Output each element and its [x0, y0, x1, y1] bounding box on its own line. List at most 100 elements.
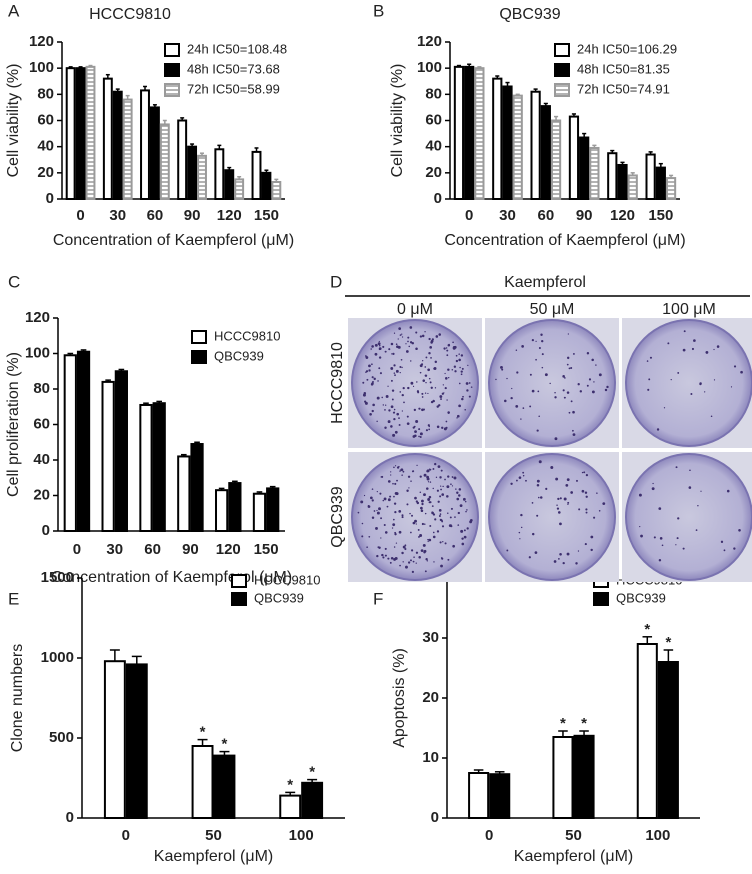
culture-dish — [488, 319, 616, 447]
colony-dot — [439, 495, 442, 498]
colony-dot — [557, 497, 560, 501]
bar — [159, 123, 170, 200]
colony-dot — [396, 345, 399, 349]
colony-dot — [453, 365, 457, 368]
legend-label: 24h IC50=108.48 — [187, 41, 287, 56]
legend-label: QBC939 — [254, 590, 304, 605]
colony-dot — [389, 495, 392, 498]
colony-dot — [424, 374, 428, 377]
bar — [149, 106, 160, 200]
y-tick-label: 0 — [42, 522, 50, 539]
significance-mark: * — [665, 634, 671, 651]
colony-dot — [455, 354, 458, 357]
x-tick-label: 60 — [144, 541, 161, 558]
colony-dot — [399, 391, 402, 393]
colony-dot — [585, 474, 589, 477]
colony-dot — [733, 547, 736, 550]
colony-dot — [451, 369, 454, 371]
colony-dot — [419, 534, 423, 538]
colony-dot — [581, 471, 584, 474]
colony-dot — [401, 366, 403, 369]
bar — [657, 661, 679, 819]
colony-dot — [447, 512, 449, 514]
colony-dot — [395, 492, 399, 496]
colony-dot — [388, 409, 391, 412]
colony-dot — [537, 390, 540, 393]
colony-dot — [436, 489, 439, 492]
colony-dot — [416, 390, 420, 393]
colony-dot — [726, 489, 730, 493]
colony-dot — [460, 370, 463, 373]
colony-dot — [382, 556, 385, 559]
colony-dot — [518, 531, 521, 534]
colony-dot — [398, 423, 401, 426]
colony-dot — [466, 389, 469, 392]
colony-dot — [441, 520, 444, 523]
colony-dot — [371, 499, 374, 502]
colony-dot — [376, 490, 378, 493]
x-tick-label: 50 — [565, 827, 582, 844]
colony-dot — [444, 372, 446, 375]
bar — [301, 781, 324, 819]
colony-dot — [428, 468, 431, 470]
colony-dot — [565, 483, 569, 487]
colony-dot — [371, 516, 375, 520]
colony-dot — [515, 349, 518, 351]
colony-dot — [591, 390, 595, 394]
colony-dot — [390, 425, 393, 428]
colony-dot — [364, 401, 368, 405]
colony-dot — [421, 334, 425, 338]
colony-dot — [529, 405, 532, 408]
colony-dot — [534, 551, 538, 554]
colony-dot — [516, 479, 518, 482]
legend-swatch — [191, 330, 207, 344]
colony-dot — [425, 381, 427, 384]
colony-dot — [550, 465, 554, 469]
colony-dot — [598, 373, 602, 377]
colony-dot — [537, 496, 540, 499]
colony-dot — [440, 398, 442, 400]
significance-mark: * — [222, 736, 228, 753]
colony-dot — [437, 500, 440, 503]
colony-dot — [394, 510, 397, 514]
colony-dot — [387, 498, 391, 502]
x-tick-label: 120 — [216, 541, 241, 558]
y-tick-label: 80 — [37, 85, 54, 102]
colony-dot — [410, 531, 412, 534]
colony-dot — [467, 364, 469, 366]
y-tick-label: 500 — [49, 729, 74, 746]
colony-dot — [366, 378, 369, 381]
bar — [568, 115, 580, 200]
colony-dot — [405, 565, 408, 569]
y-tick-label: 20 — [33, 486, 50, 503]
colony-dot — [396, 479, 398, 482]
colony-dot — [506, 549, 509, 552]
colony-dot — [468, 382, 471, 384]
colony-dot — [370, 496, 373, 500]
row-label: HCCC9810 — [329, 342, 346, 424]
colony-dot — [401, 514, 404, 517]
colony-dot — [566, 363, 569, 366]
colony-dot — [438, 404, 441, 407]
x-tick-label: 90 — [184, 207, 201, 224]
colony-dot — [464, 408, 467, 411]
colony-dot — [443, 392, 445, 394]
colony-dot — [374, 343, 378, 347]
colony-dot — [463, 529, 466, 532]
colony-dot — [581, 489, 585, 493]
culture-dish — [625, 453, 752, 581]
bar — [261, 171, 272, 200]
colony-dot — [429, 481, 432, 483]
colony-dot — [399, 365, 402, 369]
colony-dot — [415, 523, 417, 525]
colony-dot — [460, 373, 463, 376]
colony-dot — [401, 516, 404, 519]
colony-dot — [392, 433, 396, 437]
colony-dot — [658, 507, 662, 510]
colony-dot — [421, 499, 424, 503]
colony-dot — [577, 550, 580, 552]
bar — [502, 85, 513, 200]
colony-dot — [585, 508, 588, 511]
colony-dot — [442, 384, 445, 386]
colony-dot — [406, 489, 409, 492]
